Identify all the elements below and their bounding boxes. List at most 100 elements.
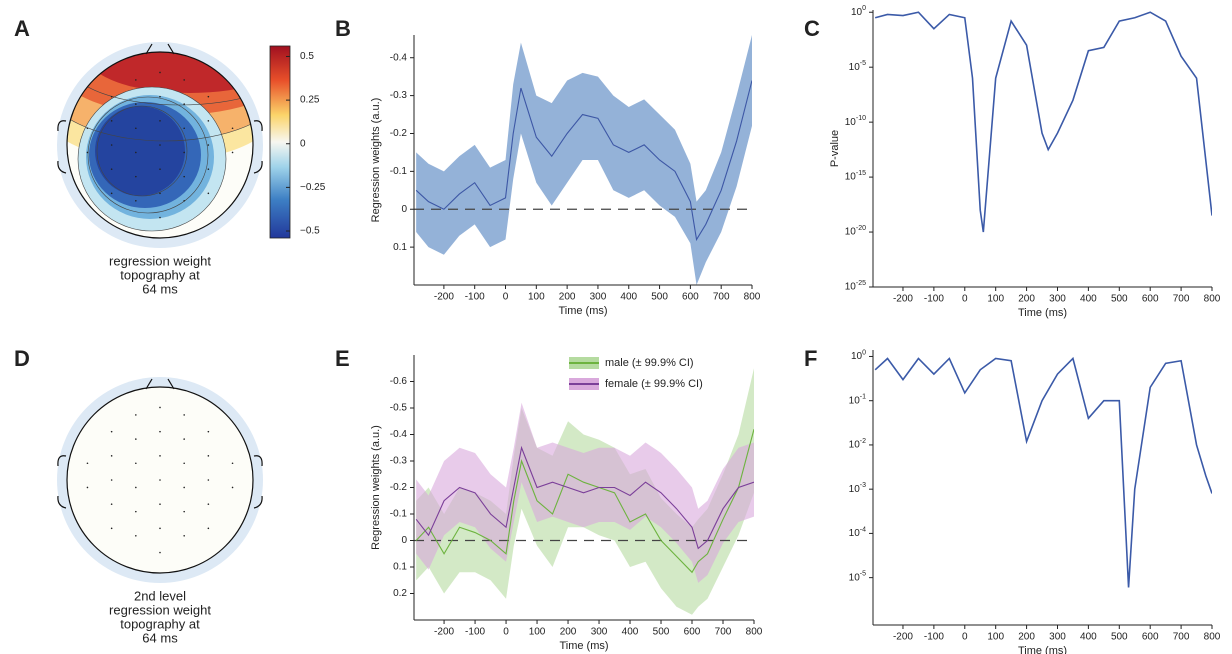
x-tick-label: 100: [528, 292, 545, 303]
y-tick-label: 10-15: [845, 170, 866, 182]
electrode: [159, 71, 161, 74]
x-tick-label: 300: [1049, 294, 1066, 305]
x-tick-label: 100: [529, 627, 546, 638]
panel-letter: B: [335, 16, 351, 41]
contour: [96, 105, 188, 197]
x-tick-label: 300: [590, 292, 607, 303]
colorbar-tick-label: −0.25: [300, 182, 326, 193]
x-tick-label: 700: [713, 292, 730, 303]
y-tick-label: -0.3: [390, 456, 408, 467]
x-tick-label: -200: [893, 294, 913, 305]
y-axis-label: Regression weights (a.u.): [370, 98, 382, 223]
electrode: [159, 144, 161, 146]
electrode: [231, 486, 234, 489]
electrode: [183, 486, 185, 489]
ears: [57, 455, 263, 509]
electrode: [110, 479, 113, 481]
x-tick-label: 400: [622, 627, 639, 638]
electrode: [231, 151, 234, 154]
y-tick-label: 10-5: [849, 61, 866, 73]
electrode: [231, 127, 234, 130]
x-tick-label: 200: [560, 627, 577, 638]
y-tick-label: 10-2: [849, 438, 866, 450]
tick-exponent: 0: [862, 6, 866, 13]
ears: [57, 120, 263, 174]
x-tick-label: 0: [962, 632, 968, 643]
y-tick-label: 10-1: [849, 394, 866, 406]
electrode: [86, 462, 89, 465]
electrode: [183, 175, 185, 178]
caption: 64 ms: [142, 281, 178, 296]
y-tick-label: -0.2: [390, 128, 408, 139]
electrode: [159, 503, 161, 505]
colorbar-tick-label: −0.5: [300, 226, 320, 237]
electrode: [207, 168, 210, 170]
x-tick-label: 400: [620, 292, 637, 303]
electrode: [207, 479, 210, 481]
legend-label: female (± 99.9% CI): [605, 378, 703, 390]
electrode: [110, 168, 113, 170]
head-outline: [66, 51, 254, 239]
head-outline: [66, 386, 254, 574]
electrode: [183, 462, 185, 465]
x-axis-label: Time (ms): [558, 305, 607, 317]
legend-label: male (± 99.9% CI): [605, 357, 694, 369]
contour: [77, 86, 227, 232]
caption: 64 ms: [142, 630, 178, 645]
tick-exponent: -20: [856, 225, 866, 232]
y-tick-label: 10-25: [845, 280, 866, 292]
electrode: [159, 168, 161, 170]
y-tick-label: 10-20: [845, 225, 866, 237]
topo-region: [95, 106, 185, 196]
y-tick-label: 10-5: [849, 571, 866, 583]
x-tick-label: 0: [503, 292, 509, 303]
x-axis-label: Time (ms): [1018, 307, 1067, 319]
electrode: [159, 120, 161, 122]
x-tick-label: -200: [434, 627, 454, 638]
x-axis-label: Time (ms): [559, 640, 608, 652]
tick-exponent: -5: [860, 61, 866, 68]
electrode: [231, 462, 234, 465]
y-tick-label: -0.6: [390, 376, 408, 387]
x-tick-label: 500: [1111, 294, 1128, 305]
electrode: [135, 200, 137, 202]
data-line: [874, 356, 1212, 588]
x-tick-label: 800: [746, 627, 763, 638]
x-tick-label: 800: [744, 292, 761, 303]
x-tick-label: -200: [434, 292, 454, 303]
x-tick-label: 400: [1080, 632, 1097, 643]
x-tick-label: 800: [1204, 632, 1221, 643]
electrode: [183, 535, 185, 537]
plot-area: [874, 11, 1212, 233]
x-tick-label: -200: [893, 632, 913, 643]
y-tick-label: -0.5: [390, 403, 408, 414]
electrode: [183, 151, 185, 154]
electrode: [110, 120, 113, 122]
y-tick-label: -0.1: [390, 509, 408, 520]
caption: regression weight: [109, 253, 211, 268]
electrode: [110, 95, 113, 98]
electrode: [135, 414, 137, 416]
x-tick-label: 600: [1142, 632, 1159, 643]
x-tick-label: 500: [651, 292, 668, 303]
tick-exponent: -4: [860, 527, 866, 534]
electrode: [110, 144, 113, 146]
x-tick-label: 600: [684, 627, 701, 638]
colorbar: [269, 45, 291, 239]
x-axis-label: Time (ms): [1018, 645, 1067, 654]
caption: topography at: [120, 267, 200, 282]
x-tick-label: 500: [653, 627, 670, 638]
electrode: [183, 414, 185, 416]
nose: [145, 43, 175, 55]
x-tick-label: 500: [1111, 632, 1128, 643]
x-tick-label: 100: [987, 294, 1004, 305]
x-tick-label: -100: [924, 632, 944, 643]
x-tick-label: 200: [559, 292, 576, 303]
plot-area: [414, 35, 752, 285]
caption: topography at: [120, 616, 200, 631]
x-tick-label: 200: [1018, 632, 1035, 643]
electrode: [86, 151, 89, 154]
x-tick-label: 400: [1080, 294, 1097, 305]
colorbar-tick-label: 0: [300, 138, 306, 149]
tick-exponent: -5: [860, 571, 866, 578]
